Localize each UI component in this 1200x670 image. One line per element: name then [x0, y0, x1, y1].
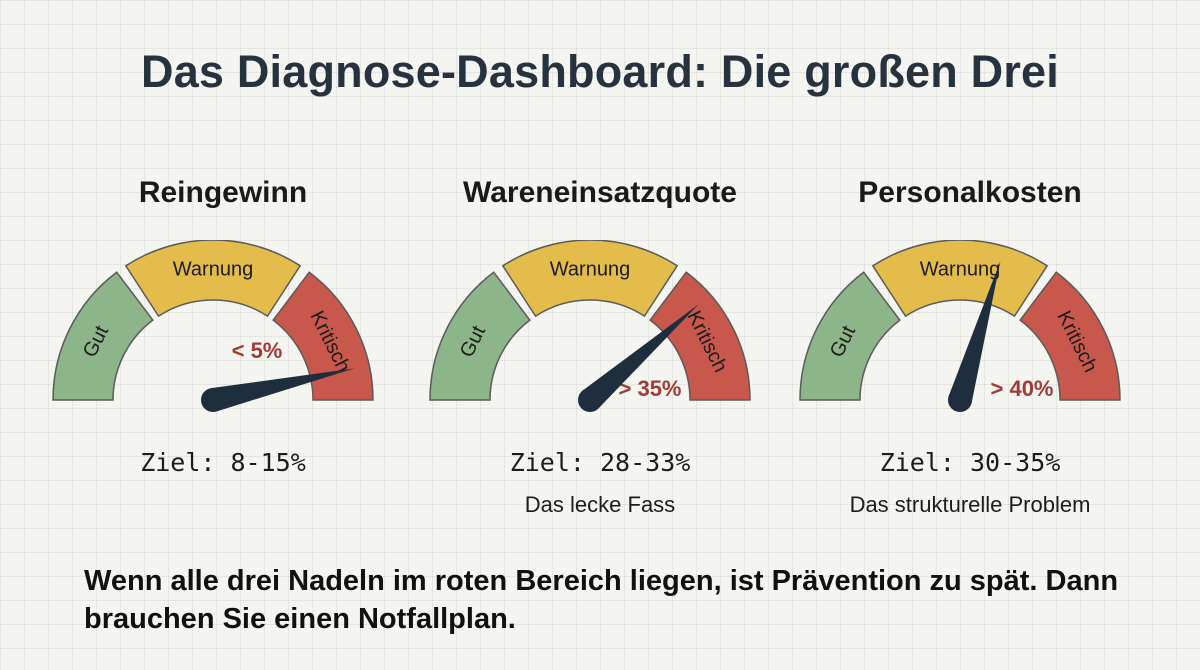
gauge-target: Ziel: 28-33% [509, 448, 691, 477]
gauge-subtitle: Das lecke Fass [524, 492, 676, 517]
zone-gut [52, 271, 154, 401]
zone-label-warnung: Warnung [920, 258, 1000, 280]
gauge-title: Reingewinn [138, 176, 308, 209]
gauge-target: Ziel: 8-15% [140, 448, 306, 477]
gauge-panel-reingewinn: Reingewinn Gut Warnung Kritisch < 5% Ziel: … [33, 170, 413, 530]
zone-kritisch [1019, 271, 1121, 401]
zone-warnung [501, 240, 679, 318]
gauge-target: Ziel: 30-35% [879, 448, 1061, 477]
zone-gut [429, 271, 531, 401]
zone-label-warnung: Warnung [173, 258, 253, 280]
gauge-needle [948, 260, 1001, 404]
gauge-title: Wareneinsatzquote [463, 176, 737, 209]
gauge-needle-hub [578, 388, 602, 412]
gauge-needle [582, 304, 699, 410]
gauge-subtitle: Das strukturelle Problem [849, 492, 1091, 517]
gauge-needle-hub [201, 388, 225, 412]
gauge-callout: > 40% [991, 376, 1054, 401]
zone-gut [799, 271, 901, 401]
zone-label-warnung: Warnung [550, 258, 630, 280]
footer-statement: Wenn alle drei Nadeln im roten Bereich l… [84, 565, 1119, 635]
zone-warnung [124, 240, 302, 318]
gauge-needle-hub [948, 388, 972, 412]
zone-kritisch [272, 271, 374, 401]
gauge-needle [210, 368, 355, 412]
gauge-panel-personalkosten: Personalkosten Gut Warnung Kritisch > 40% Z… [780, 170, 1160, 530]
gauge-callout: < 5% [232, 338, 283, 363]
page-title: Das Diagnose-Dashboard: Die großen Drei [141, 46, 1059, 97]
zone-kritisch [649, 271, 751, 401]
gauge-title: Personalkosten [858, 176, 1082, 209]
gauge-callout: > 35% [619, 376, 682, 401]
zone-warnung [871, 240, 1049, 318]
gauge-panel-wareneinsatzquote: Wareneinsatzquote Gut Warnung Kritisch > 35… [410, 170, 790, 530]
